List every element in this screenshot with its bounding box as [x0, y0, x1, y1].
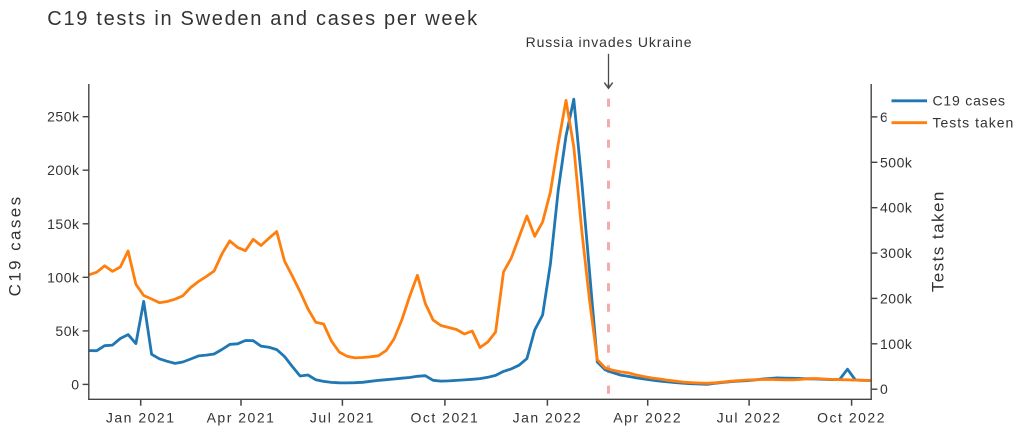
- svg-text:C19 tests in Sweden and cases: C19 tests in Sweden and cases per week: [47, 8, 478, 30]
- svg-text:50k: 50k: [55, 323, 80, 339]
- svg-text:Jul 2021: Jul 2021: [310, 410, 375, 426]
- svg-text:150k: 150k: [47, 216, 80, 232]
- svg-text:100k: 100k: [47, 269, 80, 285]
- svg-text:200k: 200k: [47, 162, 80, 178]
- svg-text:Apr 2021: Apr 2021: [207, 410, 276, 426]
- svg-text:Tests taken: Tests taken: [933, 115, 1015, 131]
- svg-text:Oct 2022: Oct 2022: [817, 410, 886, 426]
- svg-text:Jan 2021: Jan 2021: [106, 410, 176, 426]
- svg-text:C19 cases: C19 cases: [933, 93, 1006, 109]
- svg-text:500k: 500k: [880, 154, 913, 170]
- svg-text:Jan 2022: Jan 2022: [513, 410, 583, 426]
- svg-text:Tests taken: Tests taken: [929, 190, 948, 292]
- svg-text:C19 cases: C19 cases: [6, 194, 25, 296]
- svg-text:100k: 100k: [880, 336, 913, 352]
- svg-text:Jul 2022: Jul 2022: [717, 410, 782, 426]
- svg-text:300k: 300k: [880, 245, 913, 261]
- svg-text:0: 0: [880, 381, 888, 397]
- svg-text:Apr 2022: Apr 2022: [613, 410, 682, 426]
- svg-text:400k: 400k: [880, 200, 913, 216]
- svg-text:Russia invades Ukraine: Russia invades Ukraine: [526, 34, 693, 50]
- svg-text:0: 0: [71, 376, 79, 392]
- svg-text:200k: 200k: [880, 290, 913, 306]
- svg-text:250k: 250k: [47, 109, 80, 125]
- svg-text:Oct 2021: Oct 2021: [410, 410, 479, 426]
